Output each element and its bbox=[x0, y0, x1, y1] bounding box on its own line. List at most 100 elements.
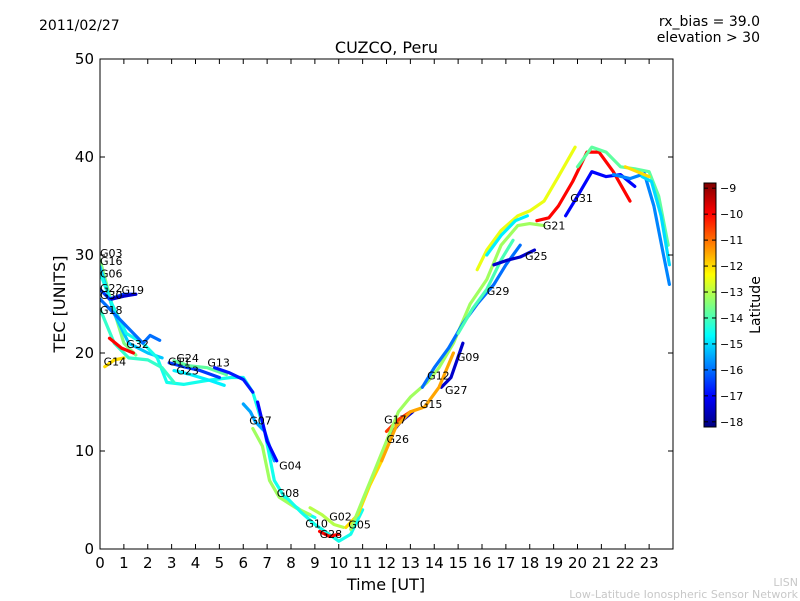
series-line-G24 bbox=[172, 359, 229, 377]
series-line-G23 bbox=[172, 369, 226, 387]
prn-label-G08: G08 bbox=[277, 487, 300, 500]
prn-label-G17: G17 bbox=[384, 414, 407, 427]
series-line-G09 bbox=[420, 243, 522, 389]
series-line-track-35 bbox=[623, 165, 651, 179]
colorbar-tick-label: −14 bbox=[720, 312, 743, 325]
colorbar-tick-label: −18 bbox=[720, 416, 743, 429]
series-line-G12 bbox=[349, 222, 546, 532]
x-tick-label: 4 bbox=[191, 554, 201, 572]
colorbar-label: Latitude bbox=[748, 276, 764, 334]
prn-label-G06: G06 bbox=[100, 268, 123, 281]
x-tick-label: 19 bbox=[544, 554, 563, 572]
prn-label-G02: G02 bbox=[329, 511, 352, 524]
prn-label-G32: G32 bbox=[126, 338, 149, 351]
prn-label-G23: G23 bbox=[176, 365, 199, 378]
colorbar-tick-label: −15 bbox=[720, 338, 743, 351]
x-axis-label: Time [UT] bbox=[346, 575, 425, 594]
x-tick-label: 11 bbox=[353, 554, 372, 572]
series-line-track-34 bbox=[640, 175, 672, 267]
colorbar-ticks: −9 −10 −11 −12 −13 −14 −15 −16 −17 −18 bbox=[704, 182, 743, 429]
series-line-G25 bbox=[492, 248, 537, 267]
series-line-G19 bbox=[110, 292, 138, 301]
x-tick-label: 2 bbox=[143, 554, 153, 572]
prn-label-G03: G03 bbox=[100, 247, 123, 260]
series-line-G13 bbox=[213, 366, 255, 394]
y-axis-label: TEC [UNITS] bbox=[50, 256, 69, 354]
prn-label-G14: G14 bbox=[104, 356, 127, 369]
series-line-G02 bbox=[308, 506, 346, 530]
colorbar-tick-label: −10 bbox=[720, 208, 743, 221]
colorbar-tick-label: −13 bbox=[720, 286, 743, 299]
x-tick-label: 22 bbox=[616, 554, 635, 572]
prn-label-G25: G25 bbox=[525, 250, 548, 263]
x-tick-label: 9 bbox=[310, 554, 320, 572]
y-tick-label: 0 bbox=[84, 540, 94, 558]
x-tick-label: 12 bbox=[377, 554, 396, 572]
prn-label-G04: G04 bbox=[279, 460, 302, 473]
prn-label-G10: G10 bbox=[305, 517, 328, 530]
prn-label-G31: G31 bbox=[570, 192, 593, 205]
colorbar bbox=[703, 182, 717, 428]
prn-label-G09: G09 bbox=[457, 351, 480, 364]
y-tick-label: 30 bbox=[75, 246, 94, 264]
chart-title: CUZCO, Peru bbox=[334, 38, 439, 57]
prn-label-G24: G24 bbox=[176, 352, 199, 365]
prn-label-G27: G27 bbox=[445, 384, 468, 397]
x-tick-label: 16 bbox=[472, 554, 491, 572]
series-line-G27 bbox=[439, 341, 465, 389]
x-tick-label: 21 bbox=[592, 554, 611, 572]
plot-frame bbox=[99, 58, 674, 550]
prn-label-G30: G30 bbox=[100, 289, 123, 302]
series-line-G10 bbox=[284, 495, 365, 543]
x-tick-label: 18 bbox=[520, 554, 539, 572]
y-tick-label: 40 bbox=[75, 148, 94, 166]
series-line-G04 bbox=[256, 400, 279, 463]
series-line-G29 bbox=[456, 238, 515, 335]
series-line-G32 bbox=[107, 336, 135, 355]
series-line-G18 bbox=[100, 307, 176, 384]
series-line-G28 bbox=[318, 529, 341, 538]
x-tick-label: 14 bbox=[425, 554, 444, 572]
x-axis: 0 1 2 3 4 5 6 7 8 9 10 11 12 13 14 15 16 17 18 19 20 21 22 23 bbox=[95, 59, 659, 572]
series-line-G06 bbox=[100, 271, 317, 520]
series-line-G14 bbox=[103, 356, 126, 369]
x-tick-label: 7 bbox=[262, 554, 272, 572]
x-tick-label: 17 bbox=[496, 554, 515, 572]
colorbar-tick-label: −12 bbox=[720, 260, 743, 273]
x-tick-label: 10 bbox=[329, 554, 348, 572]
prn-label-G22: G22 bbox=[100, 282, 123, 295]
x-tick-label: 6 bbox=[238, 554, 248, 572]
prn-label-G18: G18 bbox=[100, 304, 123, 317]
prn-label-G12: G12 bbox=[427, 370, 450, 383]
y-axis: 0 10 20 30 40 50 bbox=[75, 50, 673, 558]
prn-label-G11: G11 bbox=[168, 356, 191, 369]
x-tick-label: 13 bbox=[401, 554, 420, 572]
series-line-G30 bbox=[100, 297, 162, 345]
prn-label-G29: G29 bbox=[487, 285, 510, 298]
x-tick-label: 3 bbox=[167, 554, 177, 572]
prn-label-G28: G28 bbox=[320, 528, 343, 541]
watermark-long: Low-Latitude Ionospheric Sensor Network bbox=[569, 588, 798, 601]
y-tick-label: 50 bbox=[75, 50, 94, 68]
series-line-G11 bbox=[167, 361, 221, 380]
elevation-label: elevation > 30 bbox=[656, 30, 760, 46]
prn-label-G05: G05 bbox=[348, 518, 371, 531]
prn-label-G07: G07 bbox=[249, 415, 272, 428]
colorbar-tick-label: −17 bbox=[720, 390, 743, 403]
date-label: 2011/02/27 bbox=[39, 18, 120, 34]
watermark-short: LISN bbox=[773, 576, 798, 589]
x-tick-label: 1 bbox=[119, 554, 129, 572]
prn-label-G21: G21 bbox=[543, 220, 566, 233]
rx-bias-label: rx_bias = 39.0 bbox=[658, 14, 760, 30]
prn-label-G13: G13 bbox=[207, 357, 230, 370]
y-tick-label: 10 bbox=[75, 442, 94, 460]
x-tick-label: 15 bbox=[449, 554, 468, 572]
y-tick-label: 20 bbox=[75, 344, 94, 362]
x-tick-label: 0 bbox=[95, 554, 105, 572]
series-line-track-33 bbox=[611, 172, 672, 286]
prn-label-G26: G26 bbox=[387, 433, 410, 446]
colorbar-tick-label: −9 bbox=[720, 182, 736, 195]
x-tick-label: 8 bbox=[286, 554, 296, 572]
